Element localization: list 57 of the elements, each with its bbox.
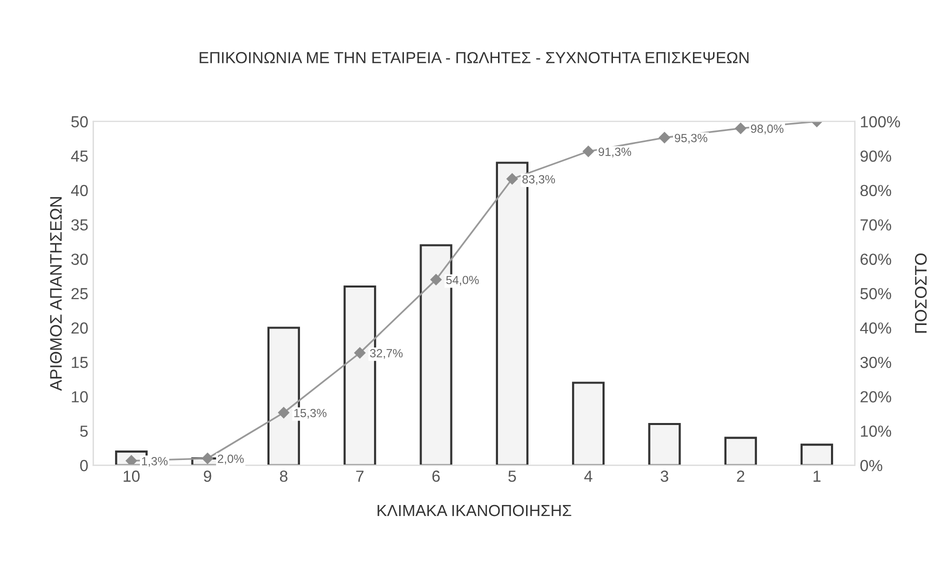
y2-axis-title: ΠΟΣΟΣΤΟ: [914, 253, 927, 333]
bar: [724, 436, 757, 466]
point: [735, 122, 746, 134]
y-tick-label: 45: [71, 150, 88, 162]
y2-tick-label: 100%: [860, 116, 900, 128]
x-tick-label: 1: [814, 470, 820, 482]
y2-tick-label: 70%: [860, 219, 892, 231]
y-tick-label: 20: [71, 322, 88, 334]
y-tick-label: 25: [71, 288, 88, 300]
y2-tick-label: 10%: [860, 426, 892, 437]
data-label: 95,3%: [674, 134, 708, 144]
data-label: 54,0%: [446, 276, 479, 286]
y-tick-label: 5: [80, 426, 88, 437]
bar: [572, 382, 605, 466]
y2-tick-label: 40%: [860, 322, 892, 334]
y2-tick-label: 90%: [860, 150, 892, 162]
y2-tick-label: 20%: [860, 391, 892, 402]
data-label: 1,3%: [142, 457, 168, 467]
x-tick-label: 2: [737, 470, 744, 482]
data-label: 32,7%: [370, 349, 403, 359]
y-axis-title: ΑΡΙΘΜΟΣ ΑΠΑΝΤΗΣΕΩΝ: [50, 197, 62, 391]
y2-tick-label: 50%: [860, 288, 892, 300]
y2-tick-label: 60%: [860, 254, 892, 265]
y-tick-label: 0: [80, 460, 88, 472]
x-tick-label: 6: [432, 470, 440, 482]
y-tick-label: 15: [72, 356, 88, 368]
y2-tick-label: 0%: [860, 460, 882, 472]
chart-title: ΕΠΙΚΟΙΝΩΝΙΑ ΜΕ ΤΗΝ ΕΤΑΙΡΕΙΑ - ΠΩΛΗΤΕΣ - ΣΥΧΝΟΤΗΤΑ ΕΠΙΣΚΕΨΕΩΝ: [200, 52, 748, 64]
data-label: 98,0%: [750, 124, 784, 134]
data-label: 91,3%: [598, 148, 632, 158]
y-tick-label: 40: [71, 184, 88, 196]
y-tick-label: 35: [71, 219, 88, 231]
point: [506, 173, 518, 184]
x-tick-label: 10: [124, 470, 140, 482]
point: [354, 347, 366, 358]
bar: [800, 444, 834, 466]
data-label: 2,0%: [218, 454, 244, 464]
x-tick-label: 8: [280, 470, 288, 482]
y2-tick-label: 30%: [860, 356, 892, 368]
point: [430, 274, 442, 286]
x-tick-label: 7: [356, 470, 364, 482]
y-tick-label: 30: [71, 254, 88, 265]
data-label: 83,3%: [522, 175, 555, 185]
point: [202, 452, 214, 464]
point: [658, 132, 670, 144]
x-axis-title: ΚΛΙΜΑΚΑ ΙΚΑΝΟΠΟΙΗΣΗΣ: [378, 504, 572, 516]
x-tick-label: 4: [584, 470, 592, 482]
x-tick-label: 9: [204, 470, 212, 482]
y-tick-label: 10: [72, 391, 88, 402]
x-tick-label: 3: [660, 470, 668, 482]
x-tick-label: 5: [508, 470, 516, 482]
bar: [648, 422, 681, 466]
data-label: 15,3%: [294, 408, 326, 419]
y2-tick-label: 80%: [860, 184, 892, 196]
point: [582, 146, 594, 157]
y-tick-label: 50: [71, 116, 88, 128]
point: [278, 407, 290, 418]
